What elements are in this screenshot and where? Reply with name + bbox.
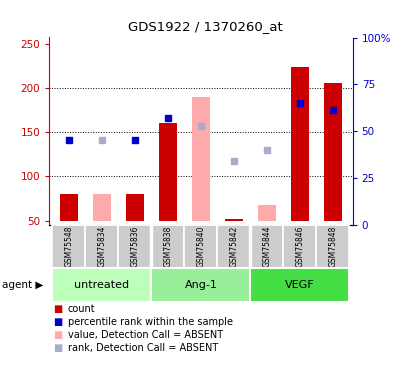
Bar <box>184 225 217 268</box>
Bar <box>52 268 151 302</box>
Bar <box>257 205 275 220</box>
Text: ■: ■ <box>53 304 63 314</box>
Text: ■: ■ <box>53 343 63 352</box>
Bar <box>290 67 308 220</box>
Bar <box>316 225 348 268</box>
Text: agent ▶: agent ▶ <box>2 280 43 290</box>
Bar <box>118 225 151 268</box>
Bar <box>250 268 348 302</box>
Text: value, Detection Call = ABSENT: value, Detection Call = ABSENT <box>67 330 222 340</box>
Bar <box>224 219 243 220</box>
Bar <box>323 84 341 220</box>
Bar <box>60 194 78 220</box>
Text: ■: ■ <box>53 330 63 340</box>
Text: untreated: untreated <box>74 280 129 290</box>
Text: GSM75848: GSM75848 <box>328 226 337 267</box>
Text: ■: ■ <box>53 317 63 327</box>
Text: GSM75844: GSM75844 <box>262 226 271 267</box>
Text: percentile rank within the sample: percentile rank within the sample <box>67 317 232 327</box>
Bar <box>85 225 118 268</box>
Bar <box>93 194 111 220</box>
Text: GDS1922 / 1370260_at: GDS1922 / 1370260_at <box>127 20 282 33</box>
Text: GSM75548: GSM75548 <box>64 226 73 267</box>
Bar <box>217 225 250 268</box>
Text: GSM75834: GSM75834 <box>97 226 106 267</box>
Text: GSM75838: GSM75838 <box>163 226 172 267</box>
Text: rank, Detection Call = ABSENT: rank, Detection Call = ABSENT <box>67 343 217 352</box>
Bar <box>151 225 184 268</box>
Bar <box>151 268 250 302</box>
Bar <box>52 225 85 268</box>
Bar <box>283 225 316 268</box>
Text: GSM75846: GSM75846 <box>294 226 303 267</box>
Bar <box>250 225 283 268</box>
Text: Ang-1: Ang-1 <box>184 280 217 290</box>
Bar <box>191 97 209 220</box>
Text: VEGF: VEGF <box>284 280 314 290</box>
Bar <box>158 123 177 220</box>
Text: count: count <box>67 304 95 314</box>
Text: GSM75836: GSM75836 <box>130 226 139 267</box>
Text: GSM75840: GSM75840 <box>196 226 205 267</box>
Bar <box>126 194 144 220</box>
Text: GSM75842: GSM75842 <box>229 226 238 267</box>
